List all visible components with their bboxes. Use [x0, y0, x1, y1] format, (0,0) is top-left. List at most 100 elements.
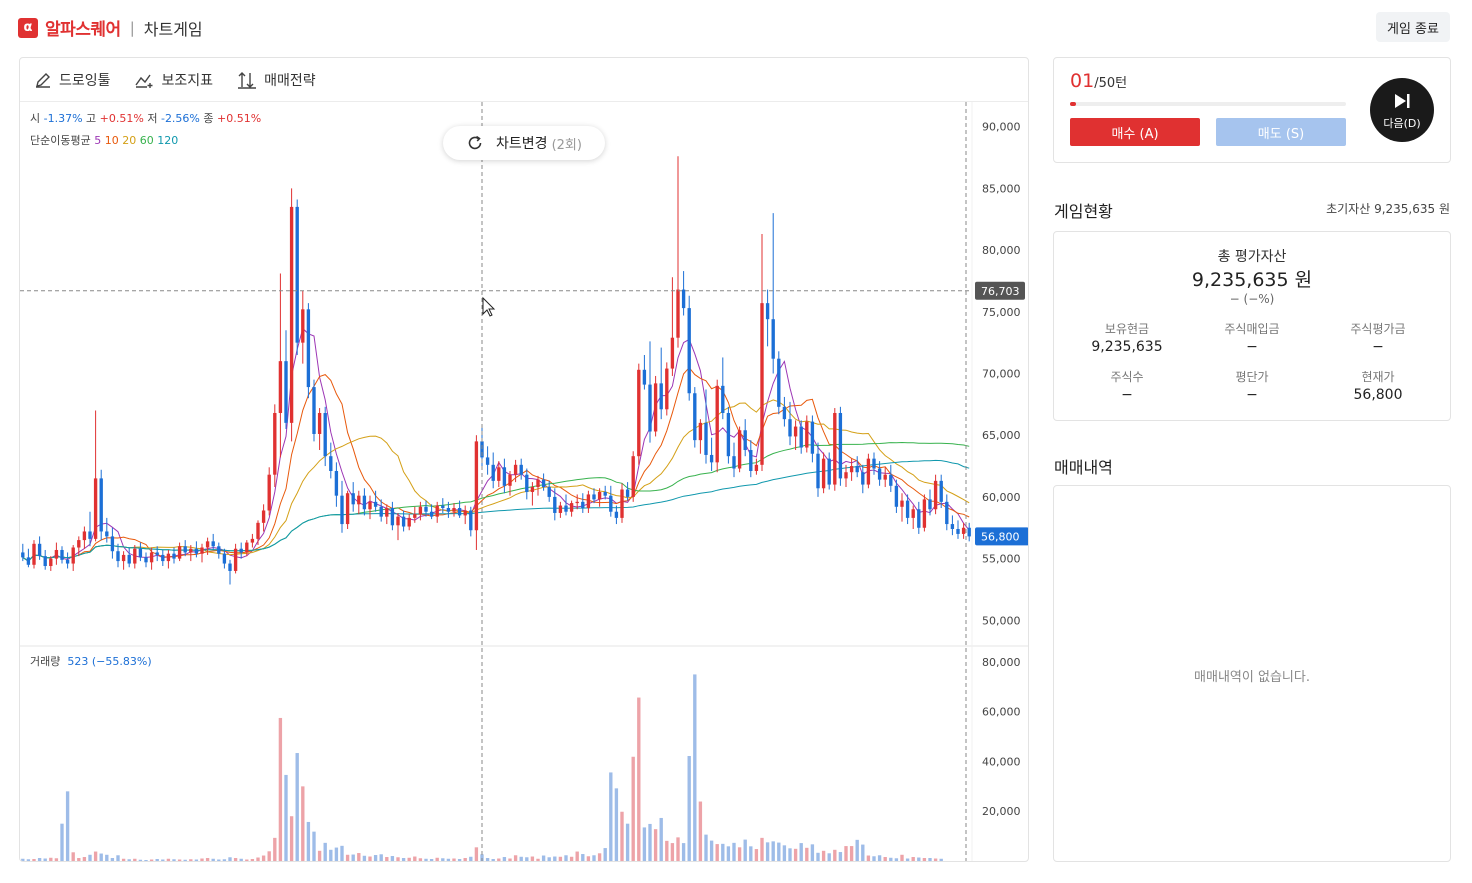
candle-body	[525, 474, 529, 492]
candle-body	[491, 464, 495, 481]
volume-bar	[161, 859, 165, 861]
candle-body	[648, 384, 652, 432]
chart-change-count: (2회)	[551, 137, 582, 153]
volume-bar	[659, 817, 663, 861]
volume-bar	[614, 788, 619, 861]
candle-body	[911, 509, 915, 518]
volume-bar	[889, 857, 893, 861]
candle-body	[396, 516, 400, 526]
candle-body	[261, 510, 266, 523]
volume-bar	[149, 859, 154, 861]
volume-bar	[121, 858, 126, 861]
turn-card: 01/50턴 매수 (A) 매도 (S) 다음(D)	[1053, 57, 1451, 163]
buy-button[interactable]: 매수 (A)	[1070, 118, 1200, 146]
skip-next-icon	[1395, 94, 1410, 108]
volume-bar	[491, 859, 495, 861]
end-game-button[interactable]: 게임 종료	[1376, 12, 1450, 42]
candle-body	[827, 458, 831, 485]
volume-bar	[631, 756, 635, 861]
candle-body	[222, 553, 227, 564]
volume-bar	[625, 823, 630, 861]
candle-body	[189, 548, 193, 553]
candle-body	[43, 556, 47, 567]
volume-bar	[816, 852, 820, 861]
candle-body	[457, 508, 462, 516]
turn-progress-fill	[1070, 102, 1076, 106]
volume-bar	[799, 843, 803, 861]
volume-bar	[732, 842, 736, 861]
volume-bar	[805, 847, 809, 861]
strategy-button[interactable]: 매매전략	[237, 70, 316, 90]
buy-amount-value: −	[1246, 339, 1258, 355]
volume-bar	[838, 852, 843, 861]
candle-body	[760, 303, 764, 465]
ohlc-legend: 시 -1.37% 고 +0.51% 저 -2.56% 종 +0.51%	[30, 110, 261, 126]
candle-body	[390, 508, 395, 526]
indicator-button[interactable]: 보조지표	[134, 70, 214, 90]
volume-bar	[480, 854, 484, 861]
candle-body	[256, 522, 260, 539]
volume-bar	[155, 859, 159, 861]
candle-body	[945, 501, 949, 525]
indicator-label: 보조지표	[161, 72, 214, 89]
volume-bar	[273, 837, 277, 861]
candle-body	[446, 508, 451, 512]
volume-bar	[939, 858, 943, 861]
volume-bar	[553, 856, 557, 861]
volume-bar	[525, 857, 529, 861]
candle-body	[833, 412, 837, 485]
avg-price-cell: 평단가 −	[1186, 368, 1318, 403]
volume-bar	[340, 845, 344, 861]
candle-body	[849, 466, 854, 473]
candle-body	[782, 406, 787, 420]
cash-label: 보유현금	[1104, 322, 1150, 336]
volume-bar	[82, 857, 87, 861]
candle-body	[413, 514, 417, 518]
volume-bar	[749, 846, 753, 861]
logo[interactable]: α 알파스퀘어 | 차트게임	[18, 15, 203, 40]
candlestick-chart[interactable]: 90,000 85,000 80,000 75,000 70,000 65,000 60,0…	[20, 102, 1028, 862]
turn-total: /50턴	[1094, 76, 1128, 91]
candle-body	[334, 470, 339, 496]
candle-body	[861, 472, 865, 485]
drawing-tool-button[interactable]: 드로잉툴	[34, 70, 111, 90]
volume-bar	[413, 856, 417, 861]
next-turn-button[interactable]: 다음(D)	[1370, 78, 1434, 142]
sell-button[interactable]: 매도 (S)	[1216, 118, 1346, 146]
candle-body	[508, 474, 512, 486]
volume-bar	[575, 851, 579, 861]
volume-bar	[407, 857, 411, 861]
candle-body	[609, 495, 613, 512]
volume-bar	[345, 854, 350, 861]
volume-bar	[653, 829, 658, 861]
volume-bar	[917, 857, 921, 861]
price-tick-label: 85,000	[982, 182, 1021, 195]
candle-body	[323, 412, 327, 457]
candle-body	[687, 308, 691, 394]
volume-bar	[541, 855, 546, 861]
candle-body	[177, 546, 182, 559]
volume-bar	[362, 855, 367, 861]
chart-panel[interactable]: 드로잉툴 보조지표 매매전략 90,000 85,000 80,000 75,000 7…	[19, 57, 1029, 862]
pencil-icon	[36, 72, 50, 88]
volume-bar	[256, 857, 260, 861]
candle-body	[967, 527, 971, 537]
moving-average-line	[22, 441, 970, 562]
candle-body	[60, 549, 64, 560]
total-asset-value: 9,235,635 원	[1191, 269, 1313, 291]
volume-bar	[637, 697, 641, 861]
cash-cell: 보유현금 9,235,635	[1061, 320, 1193, 355]
volume-bar	[77, 858, 81, 861]
volume-bar	[665, 840, 669, 861]
price-tick-label: 70,000	[982, 368, 1021, 381]
candle-body	[273, 412, 277, 475]
price-tick-label: 60,000	[982, 491, 1021, 504]
chart-change-button[interactable]: 차트변경 (2회)	[443, 126, 605, 160]
volume-bar	[306, 821, 311, 861]
candle-body	[435, 505, 439, 517]
candle-body	[368, 501, 372, 510]
candle-body	[788, 419, 792, 437]
candle-body	[211, 541, 215, 547]
volume-bar	[289, 816, 294, 861]
turn-counter: 01/50턴	[1070, 70, 1127, 92]
